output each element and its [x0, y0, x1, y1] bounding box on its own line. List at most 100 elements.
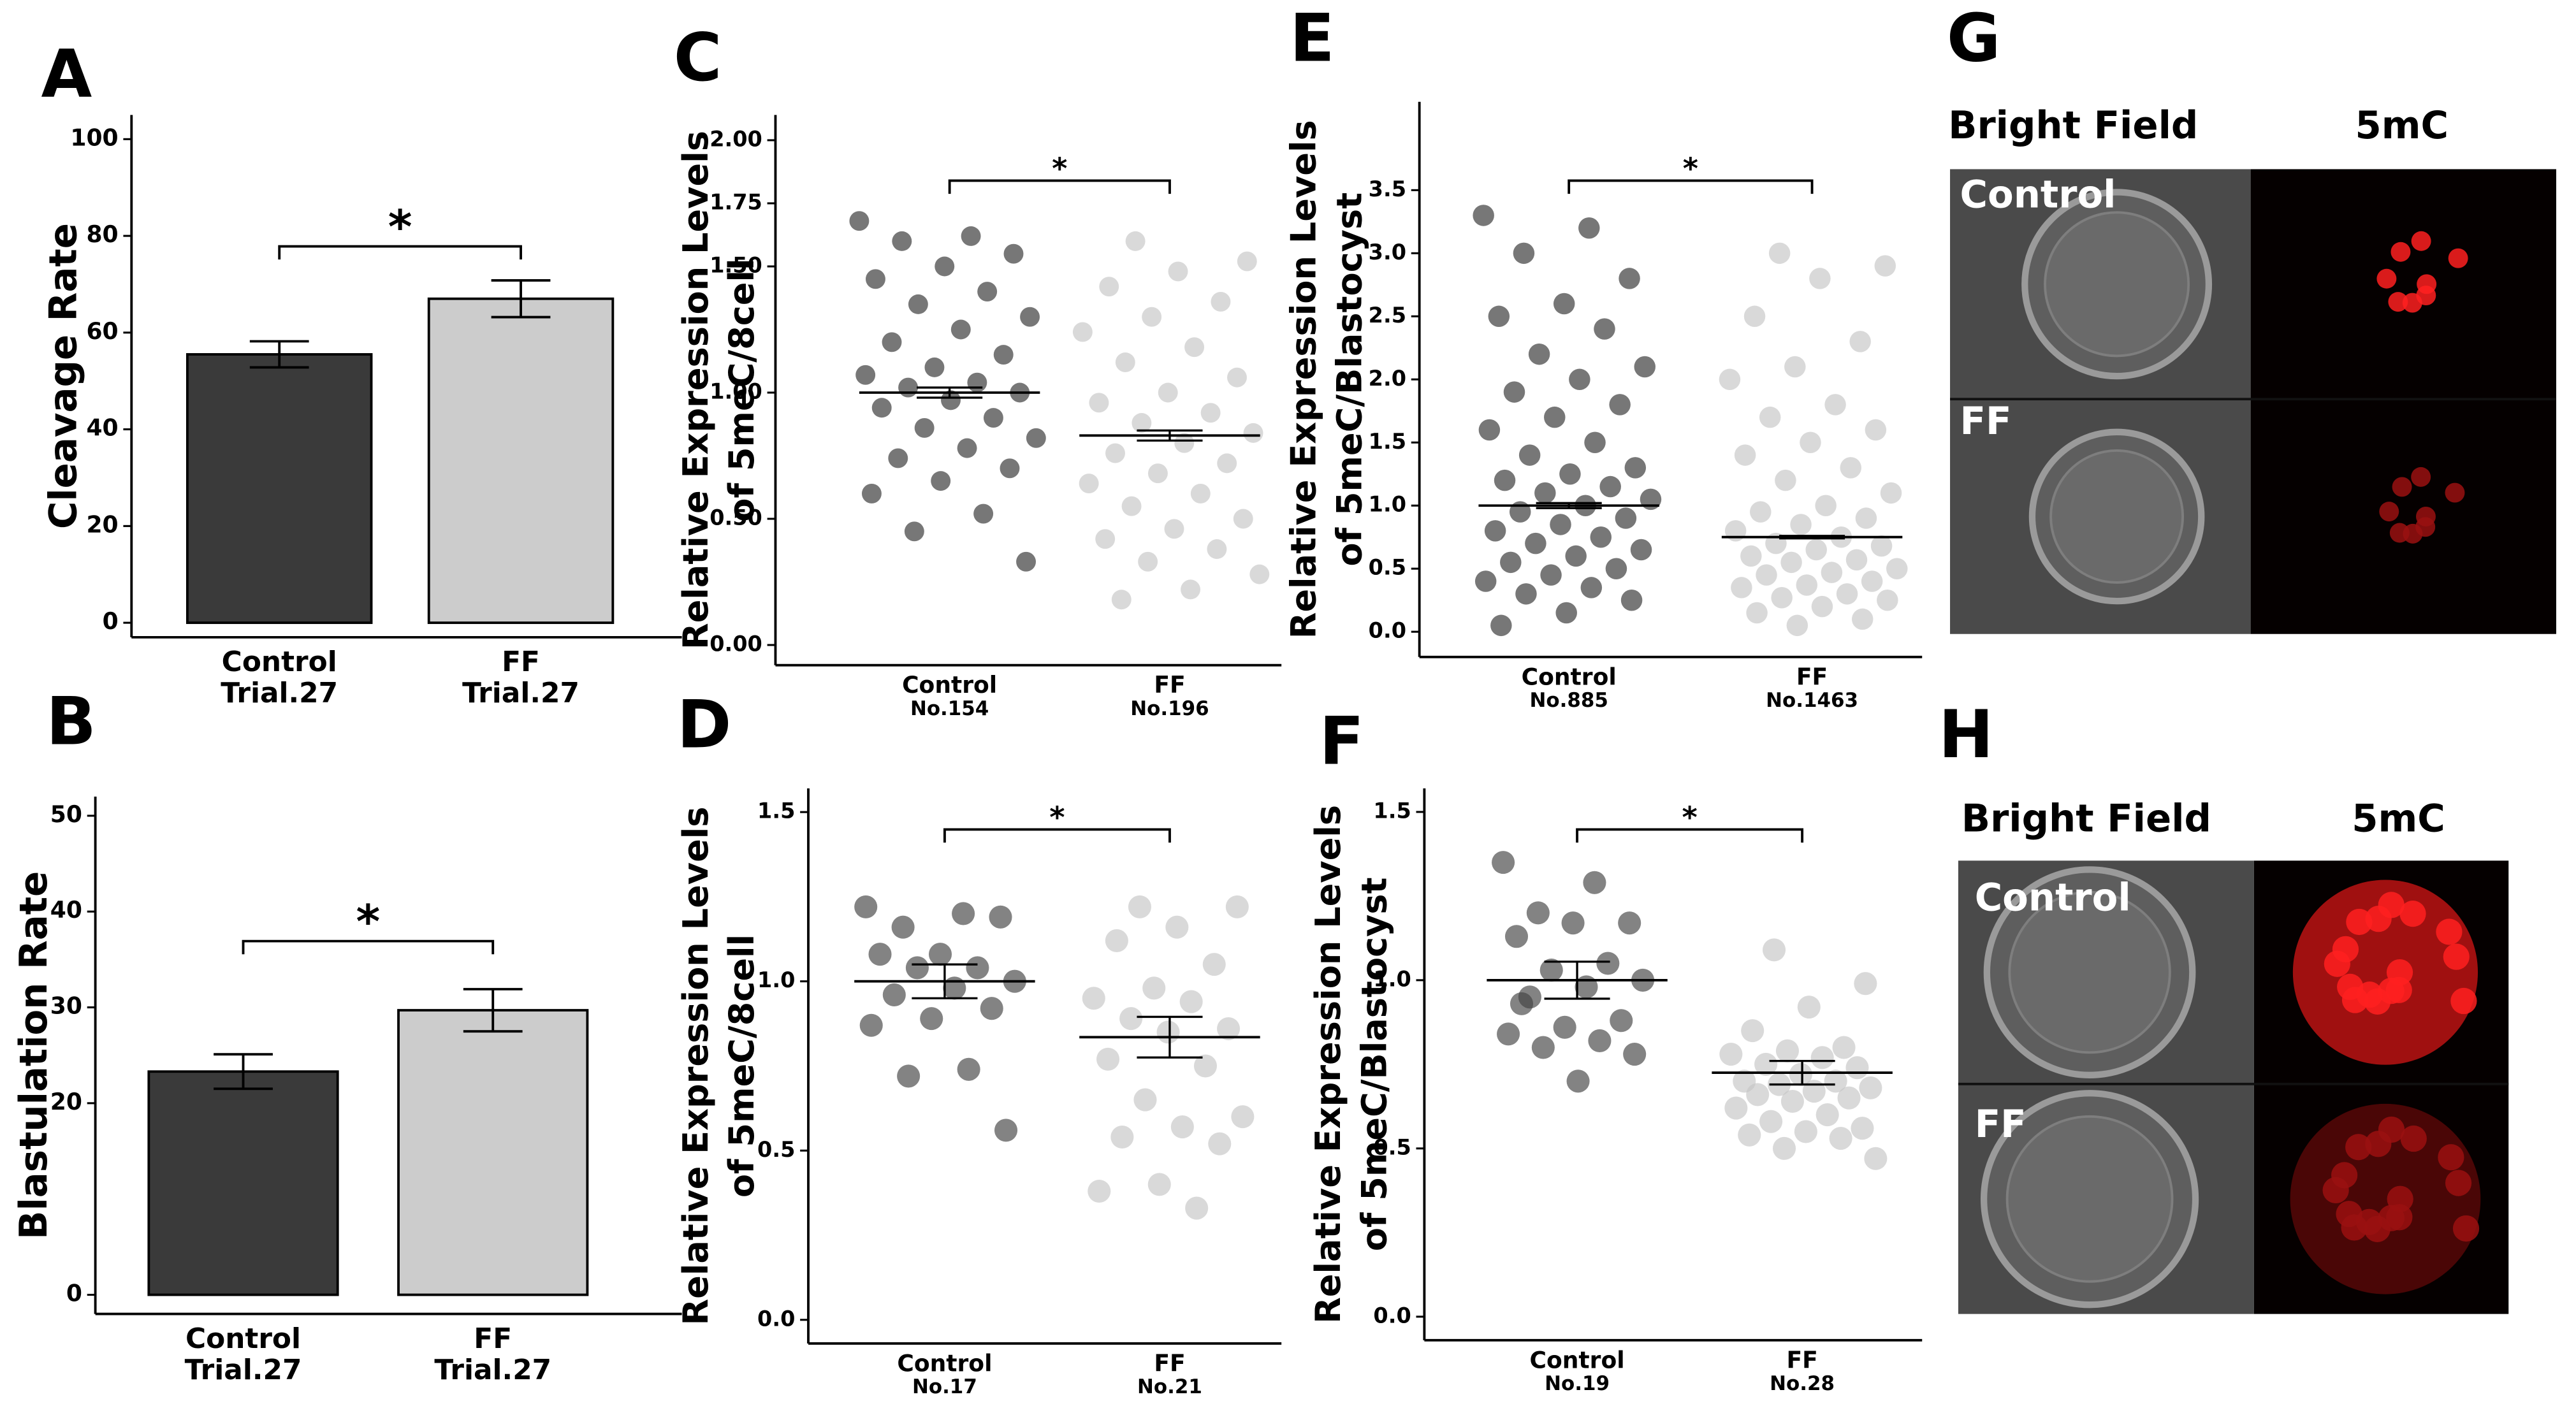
y-tick-label: 3.0 — [1369, 240, 1406, 264]
data-point — [1829, 1127, 1852, 1150]
data-point — [1225, 895, 1249, 918]
data-point — [1111, 590, 1132, 610]
significance-bracket — [1576, 828, 1804, 843]
data-point — [1719, 368, 1741, 391]
data-point — [1624, 457, 1647, 479]
data-point — [1802, 1080, 1826, 1103]
y-tick-label: 0.0 — [757, 1306, 795, 1331]
nucleus — [2376, 268, 2397, 289]
panel-label: H — [1939, 697, 1993, 773]
data-point — [1762, 938, 1786, 962]
y-tick-label: 0.0 — [1373, 1303, 1411, 1328]
y-tick-label: 0.5 — [1373, 1134, 1411, 1159]
data-point — [1147, 463, 1168, 484]
data-point — [1179, 990, 1203, 1013]
data-point — [849, 211, 870, 231]
data-point — [904, 521, 924, 542]
nucleus — [2345, 1134, 2372, 1161]
x-tick-label: Control — [897, 1350, 992, 1377]
x-tick-label: No.1463 — [1766, 689, 1858, 712]
data-point — [1588, 1029, 1612, 1052]
data-point — [943, 976, 966, 1000]
data-point — [1553, 1015, 1576, 1039]
x-tick-label: Control — [1522, 663, 1617, 690]
data-point — [888, 448, 908, 468]
data-point — [1824, 1069, 1847, 1093]
data-point — [1217, 453, 1237, 474]
data-point — [1864, 1147, 1888, 1170]
data-point — [1609, 394, 1631, 416]
nucleus — [2452, 1215, 2480, 1242]
data-point — [1088, 1179, 1111, 1203]
data-point — [1072, 322, 1093, 342]
data-point — [1619, 268, 1640, 289]
data-point — [1719, 1043, 1743, 1066]
x-tick-label: Control — [902, 672, 997, 699]
data-point — [950, 319, 971, 340]
y-axis-label: of 5meC/8cell — [722, 258, 762, 521]
data-point — [1003, 243, 1024, 264]
x-tick-label: FF — [1796, 663, 1828, 690]
data-point — [1492, 851, 1515, 874]
data-point — [1594, 318, 1615, 340]
y-tick-label: 50 — [50, 801, 82, 828]
data-point — [868, 943, 892, 966]
column-label: Bright Field — [1961, 797, 2211, 841]
y-tick-label: 1.00 — [709, 379, 762, 403]
y-tick-label: 1.0 — [1369, 492, 1406, 517]
y-tick-label: 2.00 — [709, 126, 762, 151]
data-point — [957, 438, 977, 458]
data-point — [1561, 911, 1585, 935]
data-point — [1142, 976, 1166, 1000]
data-point — [952, 902, 975, 925]
data-point — [1861, 570, 1883, 592]
y-tick-label: 0.50 — [709, 505, 762, 530]
data-point — [1544, 406, 1566, 428]
nucleus — [2336, 1201, 2362, 1228]
y-tick-label: 1.0 — [1373, 966, 1411, 991]
data-point — [1615, 507, 1637, 529]
data-point — [1618, 911, 1641, 935]
data-point — [983, 408, 1003, 428]
data-point — [1208, 1132, 1232, 1156]
y-axis-label: Cleavage Rate — [41, 223, 85, 529]
data-point — [957, 1057, 980, 1081]
nucleus — [2379, 502, 2399, 522]
nucleus — [2346, 908, 2373, 936]
y-tick-label: 1.0 — [757, 967, 795, 992]
significance-label: * — [1049, 800, 1065, 834]
x-tick-label: Trial.27 — [221, 677, 338, 709]
nucleus — [2355, 1208, 2383, 1235]
nucleus — [2365, 1131, 2392, 1157]
data-point — [1731, 577, 1752, 598]
data-point — [1840, 457, 1861, 479]
data-point — [1170, 1115, 1194, 1139]
data-point — [1484, 520, 1506, 542]
x-tick-label: Control — [186, 1322, 301, 1355]
data-point — [1599, 475, 1621, 498]
data-point — [1497, 1022, 1520, 1046]
data-point — [1165, 915, 1189, 939]
bar — [427, 297, 615, 625]
significance-bracket — [242, 939, 495, 955]
data-point — [1566, 1069, 1590, 1093]
nucleus — [2399, 900, 2426, 927]
x-tick-label: Trial.27 — [434, 1354, 551, 1386]
y-tick-label: 1.5 — [1373, 798, 1411, 823]
data-point — [1227, 367, 1247, 388]
data-point — [1504, 925, 1529, 948]
data-point — [1125, 231, 1146, 251]
x-tick-label: No.154 — [910, 697, 989, 720]
data-point — [1133, 1088, 1157, 1112]
significance-bracket — [1568, 179, 1814, 194]
data-point — [1590, 526, 1612, 548]
data-point — [1207, 539, 1227, 559]
data-point — [1534, 482, 1556, 504]
x-tick-label: Control — [1530, 1347, 1625, 1373]
data-point — [1142, 307, 1162, 327]
data-point — [1886, 558, 1908, 579]
row-label: Control — [1975, 875, 2131, 919]
y-tick-label: 2.5 — [1369, 303, 1406, 328]
data-point — [1596, 952, 1620, 975]
data-point — [1880, 482, 1902, 504]
